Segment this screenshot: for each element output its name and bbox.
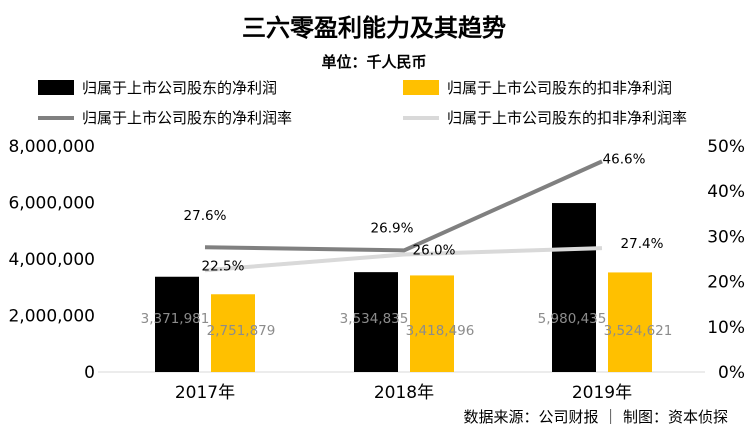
line-data-label: 46.6% [603,151,646,167]
bar-data-label: 5,980,435 [538,311,607,327]
legend-label-deducted-net-margin: 归属于上市公司股东的扣非净利润率 [447,109,687,127]
y-left-tick-label: 0 [84,363,95,383]
bar-deducted-net-profit [410,275,454,372]
bar-data-label: 3,418,496 [406,323,475,339]
line-deducted-net-margin [204,246,603,273]
bar-net-profit [155,276,199,372]
x-axis-categories: 2017年 2018年 2019年 [175,383,632,403]
chart-subtitle: 单位：千人民币 [321,53,426,71]
bar-data-label: 3,371,981 [141,311,210,327]
y-left-tick-label: 2,000,000 [8,307,95,327]
bar-deducted-net-profit [608,272,652,372]
bar-net-profit [552,203,596,372]
y-left-tick-label: 8,000,000 [8,137,95,157]
line-data-label: 26.0% [413,242,456,258]
line-data-label: 26.9% [371,220,414,236]
y-axis-right: 0% 10% 20% 30% 40% 50% [707,137,745,383]
source-note: 数据来源：公司财报 ｜ 制图：资本侦探 [463,408,728,426]
legend: 归属于上市公司股东的净利润 归属于上市公司股东的扣非净利润 归属于上市公司股东的… [38,79,687,127]
bar-data-label: 3,524,621 [604,323,673,339]
lines-group [204,159,603,273]
line-data-label: 22.5% [202,258,245,274]
y-left-tick-label: 4,000,000 [8,250,95,270]
chart-title: 三六零盈利能力及其趋势 [242,13,506,42]
y-left-tick-label: 6,000,000 [8,194,95,214]
bar-data-label: 3,534,835 [340,311,409,327]
bar-deducted-net-profit [211,294,255,372]
x-axis-category-label: 2017年 [175,383,235,403]
y-right-tick-label: 30% [707,227,745,247]
legend-label-deducted-net-profit: 归属于上市公司股东的扣非净利润 [447,79,672,97]
bars-group [155,203,652,372]
y-axis-left: 0 2,000,000 4,000,000 6,000,000 8,000,000 [8,137,95,383]
y-right-tick-label: 10% [707,318,745,338]
bar-data-label: 2,751,879 [207,323,276,339]
legend-swatch-deducted-net-profit [403,80,439,95]
y-right-tick-label: 50% [707,137,745,157]
y-right-tick-label: 0% [718,363,745,383]
legend-label-net-margin: 归属于上市公司股东的净利润率 [82,109,292,127]
line-data-label: 27.6% [184,208,227,224]
legend-swatch-net-profit [38,80,74,95]
line-data-label: 27.4% [621,236,664,252]
legend-label-net-profit: 归属于上市公司股东的净利润 [82,79,277,97]
bar-net-profit [354,272,398,372]
line-net-margin [204,159,603,253]
x-axis-category-label: 2018年 [374,383,434,403]
y-right-tick-label: 40% [707,182,745,202]
x-axis-category-label: 2019年 [572,383,632,403]
y-right-tick-label: 20% [707,273,745,293]
